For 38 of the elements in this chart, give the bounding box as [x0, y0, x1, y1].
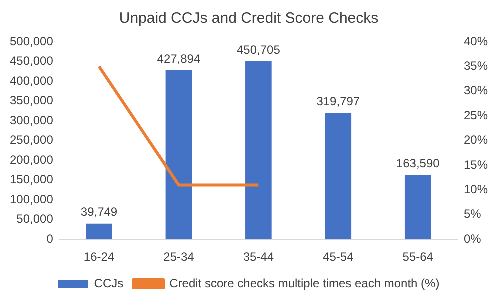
x-tick-label: 45-54 [323, 250, 354, 264]
y-tick-label: 50,000 [16, 212, 54, 226]
data-label: 39,749 [80, 205, 118, 220]
y2-tick-label: 20% [464, 133, 488, 148]
y-tick-label: 250,000 [10, 133, 54, 148]
y2-tick-label: 35% [464, 59, 488, 74]
y2-tick-label: 40% [464, 34, 488, 48]
bar [86, 224, 112, 240]
y2-tick-label: 0% [464, 232, 482, 246]
y-tick-label: 0 [46, 232, 54, 246]
data-label: 450,705 [236, 42, 281, 57]
chart-title: Unpaid CCJs and Credit Score Checks [119, 10, 379, 28]
y-tick-label: 350,000 [10, 94, 54, 108]
data-label: 163,590 [396, 156, 440, 170]
bar [246, 61, 272, 240]
y2-tick-label: 10% [464, 182, 488, 197]
x-tick-label: 35-44 [243, 250, 274, 264]
y-tick-label: 300,000 [10, 113, 54, 128]
y-tick-label: 100,000 [10, 192, 54, 206]
y2-tick-label: 25% [464, 108, 488, 122]
y-tick-label: 500,000 [10, 34, 54, 48]
bar [325, 113, 352, 240]
y2-tick-label: 5% [464, 207, 482, 222]
bar [404, 174, 432, 240]
legend-label: Credit score checks multiple times each month (%) [170, 276, 440, 290]
y2-tick-label: 30% [464, 84, 488, 98]
y-tick-label: 450,000 [10, 54, 54, 68]
x-tick-label: 16-24 [84, 250, 115, 264]
y-tick-label: 200,000 [10, 152, 54, 167]
bar [166, 70, 192, 240]
y-tick-label: 150,000 [10, 172, 54, 187]
data-label: 319,797 [316, 94, 360, 109]
x-tick-label: 55-64 [402, 250, 434, 264]
x-tick-label: 25-34 [164, 250, 195, 264]
y-tick-label: 400,000 [10, 74, 54, 88]
data-label: 427,894 [157, 52, 201, 66]
y2-tick-label: 15% [464, 158, 488, 172]
legend-label: CCJs [94, 276, 124, 290]
